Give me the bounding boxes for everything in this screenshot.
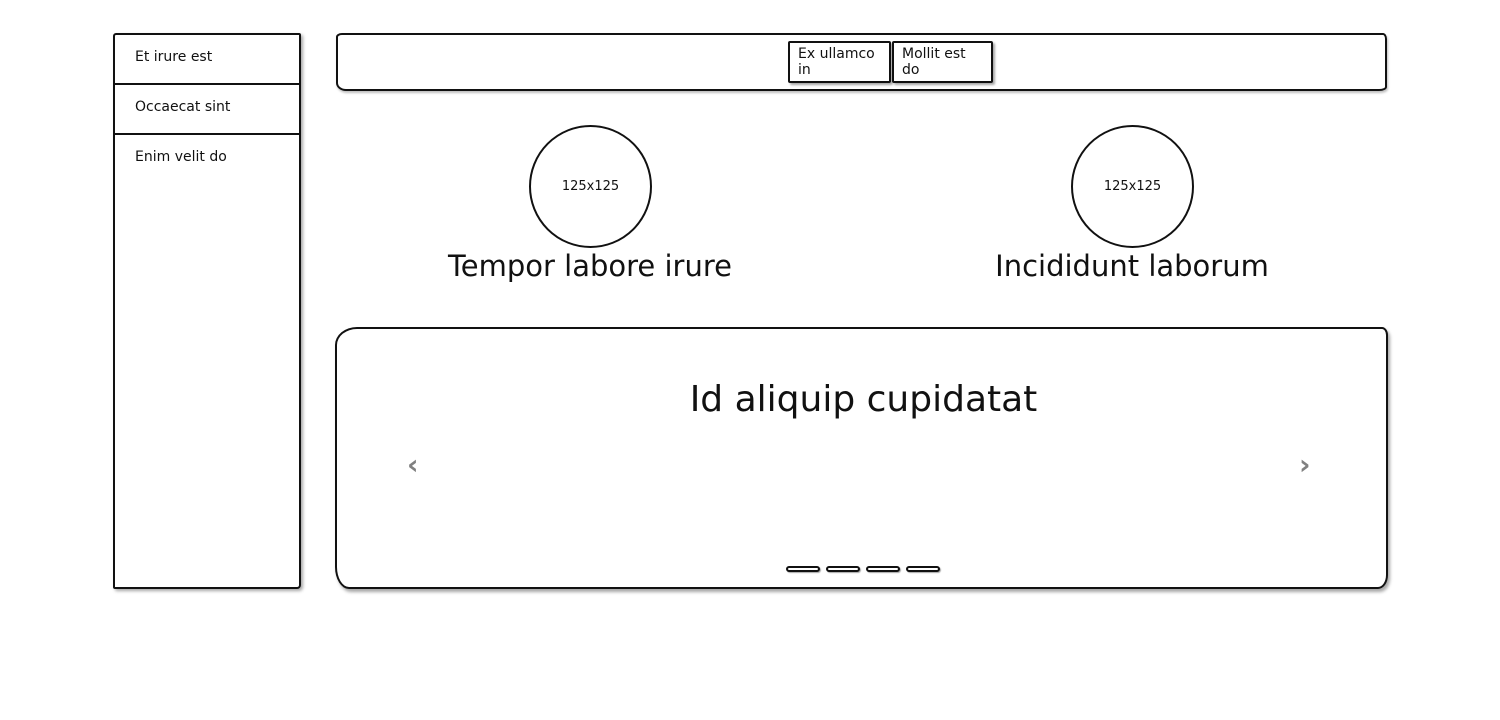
sidebar-item-label: Occaecat sint: [135, 99, 231, 115]
carousel-indicators: [786, 566, 946, 572]
feature-caption: Incididunt laborum: [995, 249, 1269, 283]
top-bar: Ex ullamco in Mollit est do: [336, 33, 1387, 91]
image-placeholder-label: 125x125: [1103, 179, 1162, 194]
ex-ullamco-in-button[interactable]: Ex ullamco in: [788, 41, 891, 83]
image-placeholder: 125x125: [1071, 125, 1194, 248]
image-placeholder: 125x125: [529, 125, 652, 248]
button-label: Mollit est do: [902, 46, 966, 78]
carousel: Id aliquip cupidatat ‹ ›: [335, 327, 1388, 589]
button-label: Ex ullamco in: [798, 46, 875, 78]
button-group: Ex ullamco in Mollit est do: [788, 41, 993, 83]
sidebar-item-label: Et irure est: [135, 49, 213, 65]
sidebar-item-et-irure-est[interactable]: Et irure est: [115, 35, 299, 85]
sidebar-item-enim-velit-do[interactable]: Enim velit do: [115, 135, 299, 185]
chevron-left-icon[interactable]: ‹: [407, 448, 419, 481]
carousel-indicator[interactable]: [866, 566, 900, 572]
sidebar-item-occaecat-sint[interactable]: Occaecat sint: [115, 85, 299, 135]
image-placeholder-label: 125x125: [561, 179, 620, 194]
mollit-est-do-button[interactable]: Mollit est do: [892, 41, 993, 83]
sidebar-item-label: Enim velit do: [135, 149, 227, 165]
carousel-title: Id aliquip cupidatat: [689, 379, 1038, 420]
carousel-indicator[interactable]: [906, 566, 940, 572]
feature-caption: Tempor labore irure: [448, 249, 732, 283]
carousel-indicator[interactable]: [826, 566, 860, 572]
sidebar: Et irure est Occaecat sint Enim velit do: [113, 33, 301, 589]
chevron-right-icon[interactable]: ›: [1299, 448, 1311, 481]
carousel-indicator[interactable]: [786, 566, 820, 572]
